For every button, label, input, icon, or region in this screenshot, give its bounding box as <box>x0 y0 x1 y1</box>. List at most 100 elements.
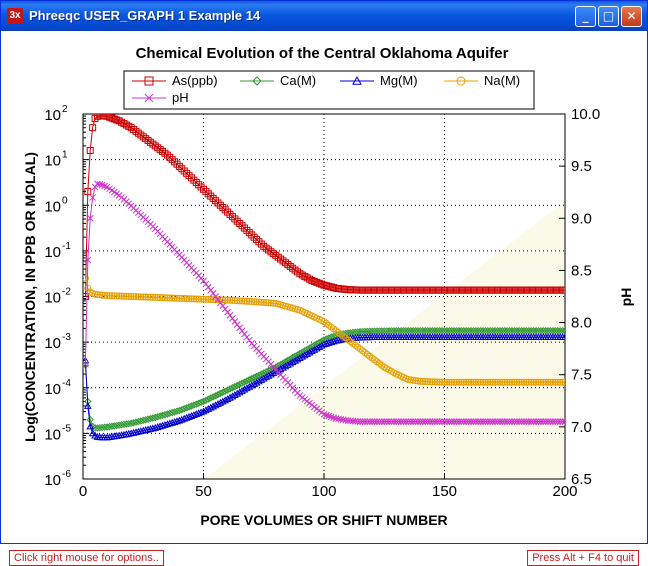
data-point <box>429 418 436 425</box>
data-point <box>253 298 261 306</box>
maximize-button[interactable]: □ <box>598 6 619 27</box>
data-point <box>136 427 145 435</box>
data-point <box>421 378 429 386</box>
data-point <box>106 114 114 121</box>
data-point <box>238 327 246 335</box>
data-point <box>322 339 331 347</box>
data-point <box>192 410 201 418</box>
data-point <box>207 394 215 402</box>
data-point <box>96 291 104 299</box>
data-point <box>445 378 453 386</box>
data-point <box>96 181 104 188</box>
data-point <box>202 396 210 405</box>
data-point <box>187 412 196 419</box>
data-point <box>139 133 147 141</box>
data-point <box>523 418 530 425</box>
data-point <box>547 418 554 425</box>
data-point <box>89 124 97 132</box>
title-bar[interactable]: 3x Phreeqc USER_GRAPH 1 Example 14 _ □ ✕ <box>1 1 647 31</box>
data-point <box>511 418 518 425</box>
data-point <box>134 427 143 435</box>
data-point <box>103 292 111 300</box>
data-point <box>255 298 263 306</box>
data-point <box>260 298 268 306</box>
data-point <box>180 295 188 303</box>
data-point <box>173 160 181 168</box>
data-point <box>212 197 220 205</box>
data-point <box>436 418 444 425</box>
data-point <box>286 355 294 363</box>
data-point <box>559 378 565 386</box>
data-point <box>549 418 557 425</box>
data-point <box>83 293 89 300</box>
data-point <box>455 378 463 386</box>
data-point <box>250 233 258 241</box>
data-point <box>178 294 186 302</box>
data-point <box>209 296 217 304</box>
data-point <box>265 299 273 307</box>
data-point <box>532 378 540 386</box>
data-point <box>190 176 198 184</box>
data-point <box>93 291 101 299</box>
data-point <box>385 418 393 425</box>
data-point <box>421 418 429 425</box>
data-point <box>202 188 210 196</box>
data-point <box>554 418 562 425</box>
data-point <box>426 418 434 425</box>
data-point <box>561 418 565 425</box>
data-point <box>407 376 415 384</box>
data-point <box>329 337 338 345</box>
data-point <box>187 174 195 182</box>
data-point <box>241 330 248 338</box>
data-point <box>542 418 550 425</box>
data-point <box>149 140 157 148</box>
data-point <box>142 293 150 301</box>
data-point <box>433 378 441 386</box>
data-point <box>527 418 535 425</box>
data-point <box>532 418 540 425</box>
data-point <box>151 423 160 431</box>
data-point <box>392 418 400 425</box>
data-point <box>175 416 184 424</box>
data-point <box>489 378 497 386</box>
data-point <box>127 124 135 132</box>
minimize-button[interactable]: _ <box>575 6 596 27</box>
data-point <box>438 418 446 425</box>
data-point <box>441 418 448 425</box>
data-point <box>185 295 193 303</box>
data-point <box>409 376 417 384</box>
data-point <box>298 348 307 356</box>
data-point <box>151 293 159 301</box>
data-point <box>190 295 198 303</box>
data-point <box>462 378 470 386</box>
data-point <box>214 296 222 304</box>
data-point <box>130 126 138 134</box>
data-point <box>561 378 565 386</box>
data-point <box>226 296 234 304</box>
data-point <box>404 376 412 384</box>
data-point <box>281 259 289 267</box>
phreeqc-app-icon[interactable]: 3x <box>7 8 23 24</box>
legend-marker <box>144 93 154 103</box>
data-point <box>407 418 415 425</box>
data-point <box>221 387 229 395</box>
graph-client-area[interactable]: Chemical Evolution of the Central Oklaho… <box>4 31 644 566</box>
data-point <box>313 278 321 286</box>
data-point <box>224 296 232 304</box>
chart-plot[interactable]: Chemical Evolution of the Central Oklaho… <box>4 31 644 540</box>
data-point <box>409 418 417 425</box>
data-point <box>262 299 270 307</box>
data-point <box>518 378 526 386</box>
data-point <box>134 293 142 301</box>
data-point <box>361 418 369 425</box>
data-point <box>443 378 451 386</box>
data-point <box>231 215 239 223</box>
data-point <box>207 296 215 304</box>
data-point <box>139 293 147 301</box>
data-point <box>175 162 183 170</box>
data-point <box>491 418 499 425</box>
data-point <box>561 327 565 335</box>
data-point <box>98 291 106 299</box>
x-tick-label: 50 <box>195 483 212 500</box>
close-button[interactable]: ✕ <box>621 6 642 27</box>
